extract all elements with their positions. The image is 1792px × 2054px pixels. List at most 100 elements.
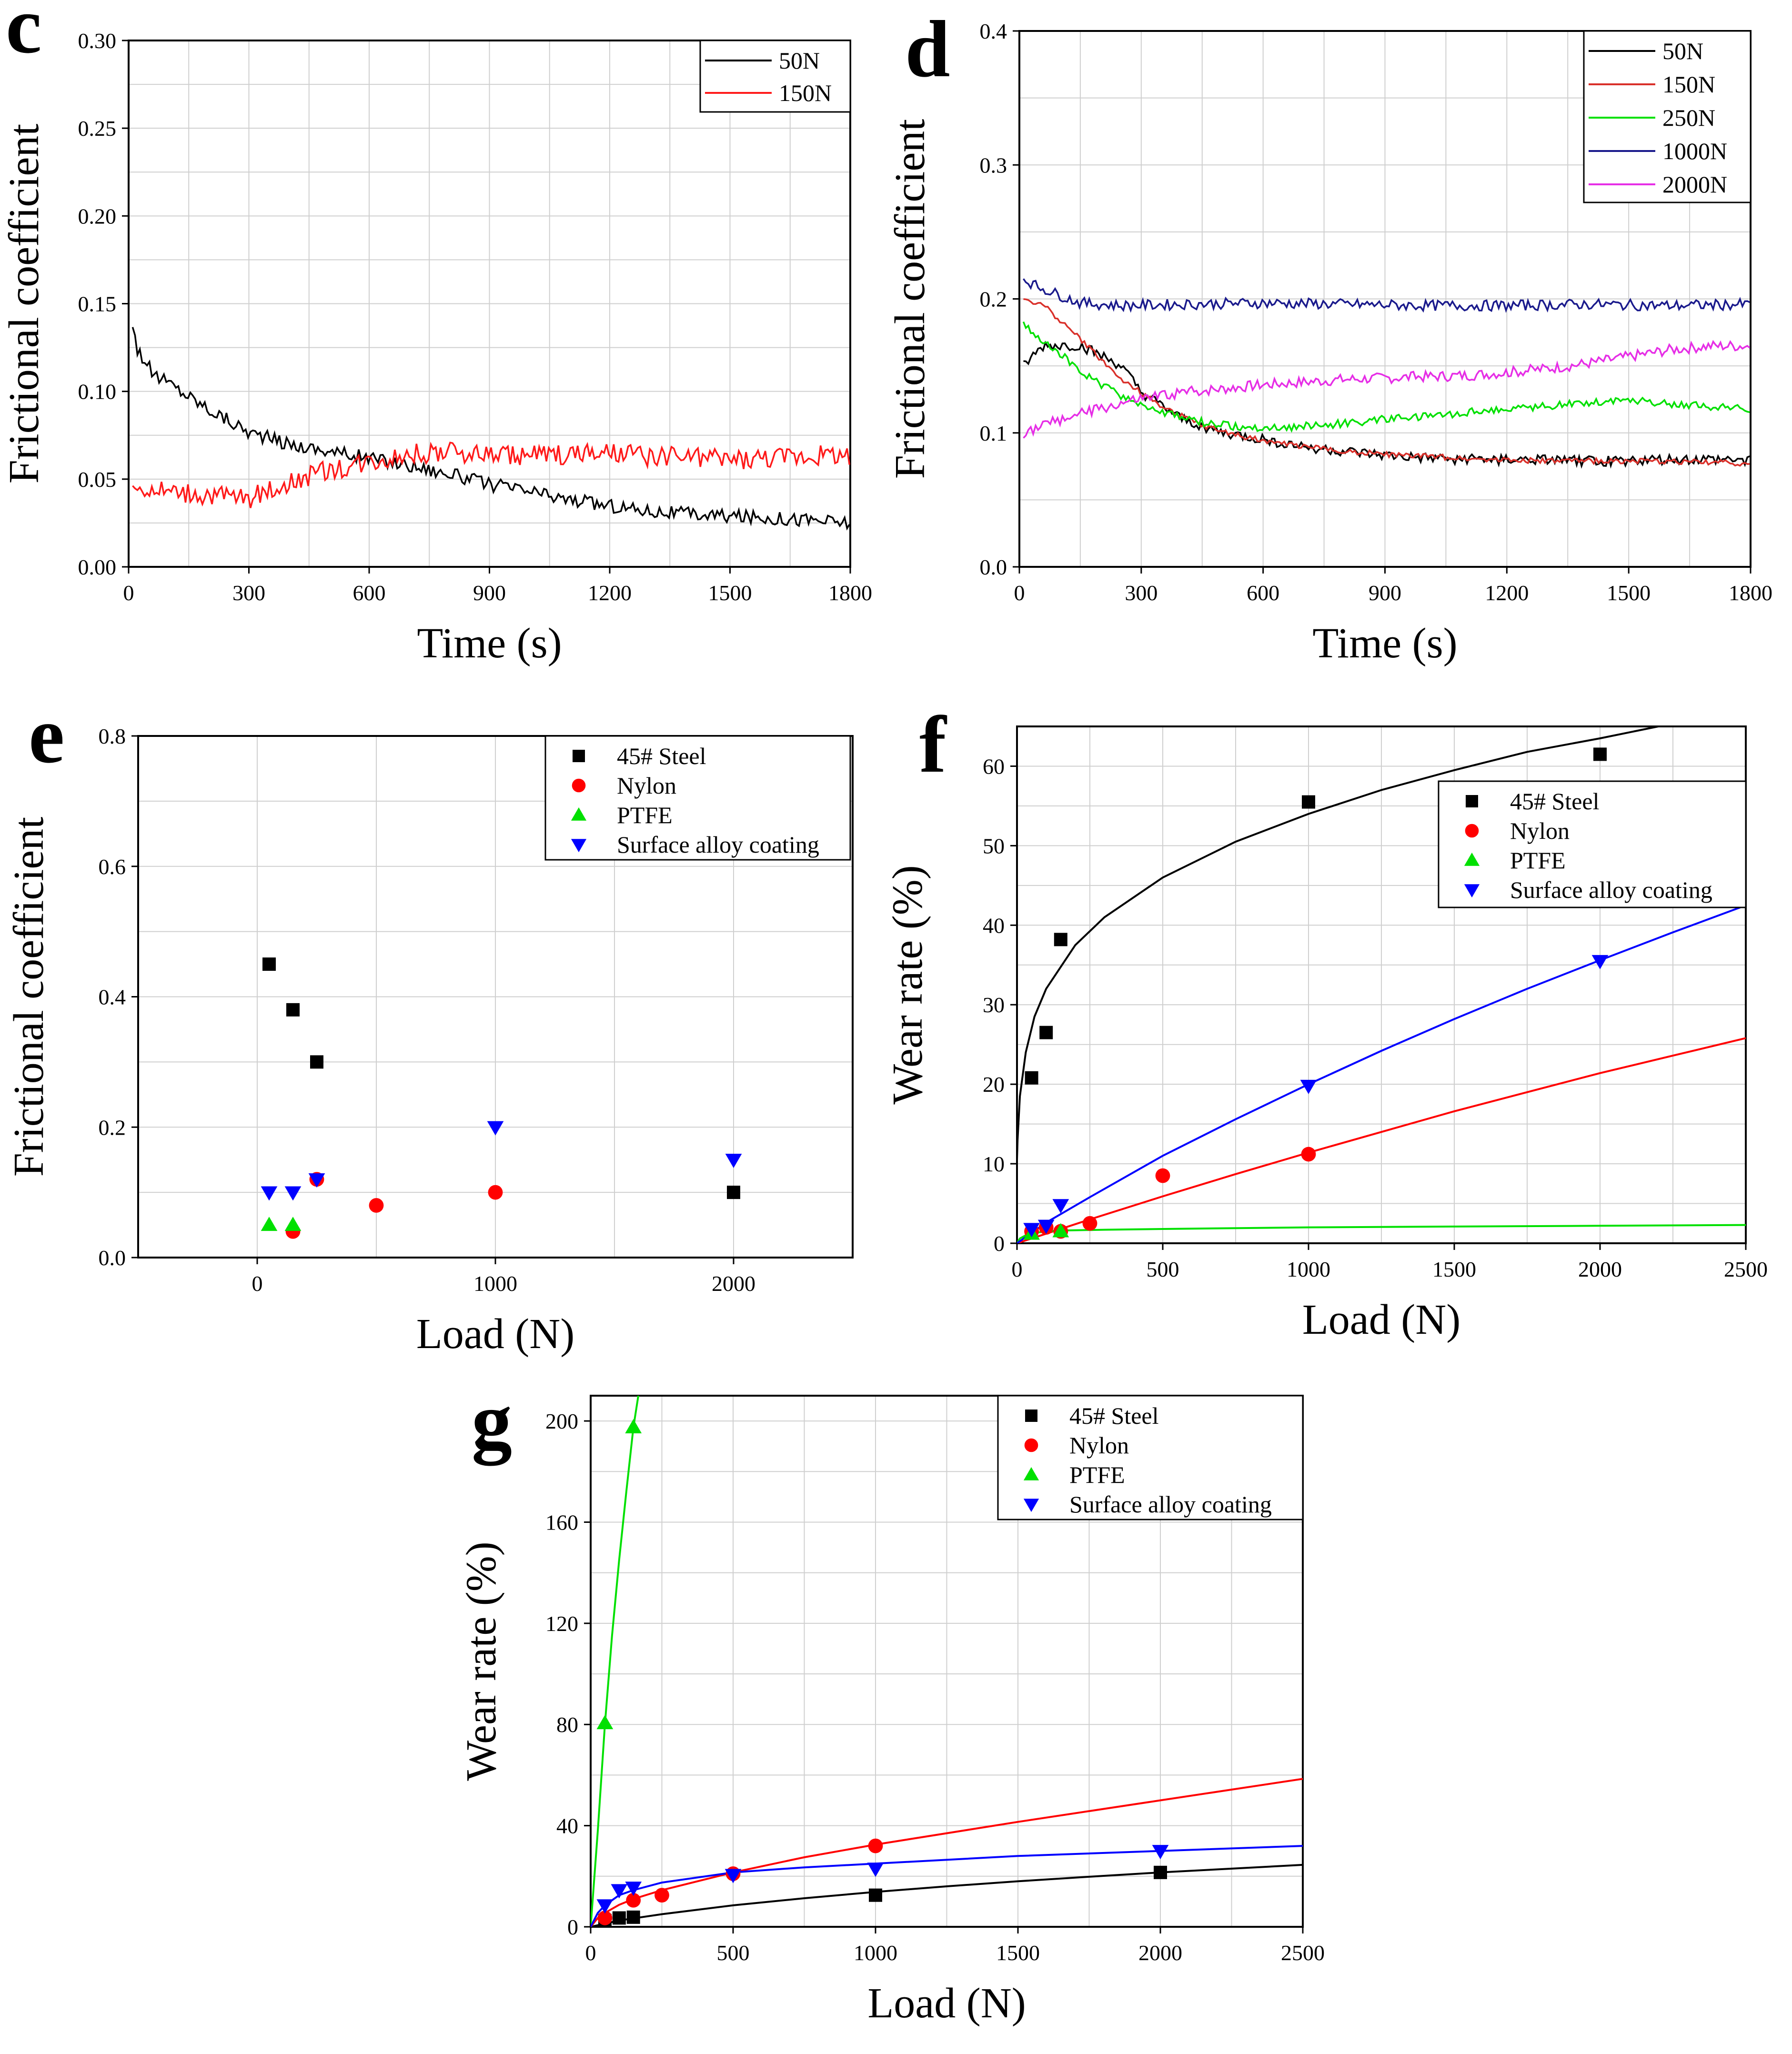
legend-label: 45# Steel xyxy=(1510,788,1599,815)
legend-marker xyxy=(1025,1410,1037,1422)
x-tick-label: 500 xyxy=(717,1941,750,1965)
data-point xyxy=(310,1055,323,1069)
y-tick-label: 0.4 xyxy=(99,985,126,1009)
legend-box xyxy=(1438,780,1747,908)
legend-label: Surface alloy coating xyxy=(1069,1491,1272,1518)
data-point xyxy=(1037,1219,1055,1234)
y-tick-label: 0.00 xyxy=(78,555,117,579)
legend-label: 150N xyxy=(1662,71,1715,98)
data-point xyxy=(1302,795,1315,809)
y-tick-label: 0.8 xyxy=(99,724,126,748)
y-tick-label: 0.4 xyxy=(980,19,1007,43)
data-point xyxy=(596,1715,614,1730)
series-line-1000N xyxy=(1023,278,1751,313)
x-tick-label: 2000 xyxy=(1138,1941,1182,1965)
legend-marker xyxy=(1464,884,1480,898)
data-point xyxy=(1054,933,1067,946)
y-tick-label: 40 xyxy=(556,1814,578,1838)
x-tick-label: 0 xyxy=(1012,1257,1023,1281)
legend: 50N 150N xyxy=(699,40,851,113)
x-axis-title: Time (s) xyxy=(417,620,562,667)
chart-panel-e: 0 1000 2000 0.0 0.2 0.4 0.6 0.8 Load (N) Friction… xyxy=(5,690,854,1358)
x-axis-title: Load (N) xyxy=(867,1980,1026,2027)
data-point xyxy=(727,1186,740,1199)
data-point xyxy=(1152,1845,1169,1860)
y-tick-label: 120 xyxy=(545,1611,578,1636)
y-tick-label: 50 xyxy=(983,834,1005,858)
chart-panel-c: 0 300 600 900 1200 1500 1800 0.00 0.05 0.10 0.15 0.… xyxy=(0,0,872,667)
plot-frame xyxy=(590,1395,1304,1928)
plot-frame xyxy=(1016,725,1747,1244)
x-tick-label: 1000 xyxy=(1287,1257,1330,1281)
data-point xyxy=(868,1838,883,1853)
fit-curve-45# Steel xyxy=(1017,726,1659,1160)
legend-marker xyxy=(1464,852,1480,866)
legend-label: PTFE xyxy=(617,802,673,828)
data-point xyxy=(308,1173,325,1188)
x-tick-label: 0 xyxy=(123,581,134,605)
data-point xyxy=(1591,955,1609,969)
y-axis-title: Frictional coefficient xyxy=(0,124,48,484)
y-tick-label: 0.20 xyxy=(78,204,117,228)
legend-label: 50N xyxy=(779,47,820,74)
legend-marker xyxy=(1024,1438,1038,1452)
plot-area xyxy=(1022,278,1751,469)
legend-box xyxy=(544,735,851,861)
chart-panel-d: 0 300 600 900 1200 1500 1800 0.0 0.1 0.2 0.3 0.4 Tim… xyxy=(886,4,1772,667)
data-point xyxy=(626,1893,641,1908)
data-point xyxy=(261,1186,278,1201)
panel-letter: d xyxy=(905,4,950,94)
fit-curve-Surface alloy coating xyxy=(1017,904,1746,1243)
y-tick-label: 0.15 xyxy=(78,292,117,316)
x-tick-label: 0 xyxy=(585,1941,596,1965)
x-tick-label: 1000 xyxy=(473,1271,517,1296)
y-tick-label: 0.0 xyxy=(99,1246,126,1270)
legend: 50N 150N 250N 1000N 2000N xyxy=(1583,30,1752,203)
data-point xyxy=(625,1882,642,1896)
legend-label: 150N xyxy=(779,80,832,106)
y-tick-label: 60 xyxy=(983,754,1005,778)
data-point xyxy=(1300,1079,1317,1094)
x-tick-label: 1800 xyxy=(828,581,872,605)
y-tick-label: 200 xyxy=(545,1409,578,1433)
series-line-50N xyxy=(1023,341,1750,469)
legend-label: 45# Steel xyxy=(1069,1402,1158,1429)
data-point xyxy=(284,1217,302,1231)
fit-curve-Nylon xyxy=(1017,1037,1746,1243)
data-point xyxy=(1023,1223,1040,1238)
data-point xyxy=(1154,1865,1167,1879)
y-tick-label: 0.25 xyxy=(78,116,117,141)
x-tick-label: 1800 xyxy=(1729,581,1772,605)
data-point xyxy=(286,1003,300,1017)
data-point xyxy=(725,1154,742,1168)
x-tick-label: 1200 xyxy=(588,581,632,605)
chart-panel-f: 0 500 1000 1500 2000 2500 0 10 20 30 40 50 60 Load (N… xyxy=(884,700,1768,1343)
legend-marker xyxy=(572,778,586,793)
panel-letter: f xyxy=(919,700,947,789)
legend-marker xyxy=(1466,795,1478,807)
y-tick-label: 0.1 xyxy=(980,421,1007,445)
data-point xyxy=(596,1899,614,1914)
legend-box xyxy=(997,1395,1304,1520)
legend-label: Surface alloy coating xyxy=(617,831,819,858)
x-tick-label: 900 xyxy=(473,581,506,605)
y-tick-label: 160 xyxy=(545,1510,578,1534)
y-tick-label: 10 xyxy=(983,1152,1005,1176)
fit-curve-45# Steel xyxy=(591,1863,1303,1927)
data-point xyxy=(626,1910,640,1924)
data-point xyxy=(1039,1026,1053,1039)
plot-area xyxy=(131,327,850,531)
y-tick-label: 0.05 xyxy=(78,467,117,492)
x-tick-label: 2000 xyxy=(712,1271,755,1296)
y-tick-label: 0.2 xyxy=(99,1115,126,1139)
legend-label: 50N xyxy=(1662,38,1703,64)
chart-panel-g: 0 500 1000 1500 2000 2500 0 40 80 120 160 200 Load (… xyxy=(458,1376,1325,2027)
legend-marker xyxy=(573,750,585,762)
x-tick-label: 2000 xyxy=(1578,1257,1622,1281)
y-tick-label: 0.30 xyxy=(78,29,117,53)
y-tick-label: 20 xyxy=(983,1072,1005,1097)
data-point xyxy=(284,1186,302,1201)
data-point xyxy=(625,1419,642,1433)
